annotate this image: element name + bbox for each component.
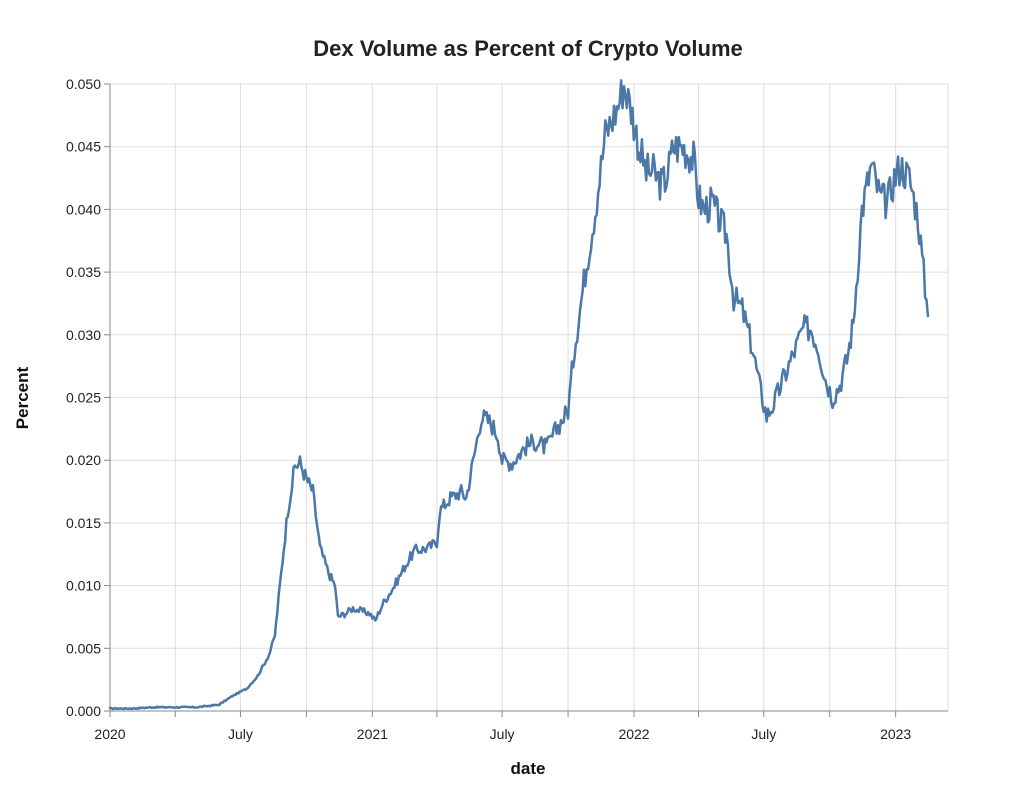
series-line-percent xyxy=(108,79,930,711)
y-axis-title: Percent xyxy=(13,366,32,429)
x-tick-label: July xyxy=(751,726,776,742)
x-tick-label: 2023 xyxy=(880,726,911,742)
x-tick-label: July xyxy=(228,726,253,742)
y-tick-label: 0.010 xyxy=(66,578,101,594)
x-tick-label: 2022 xyxy=(618,726,649,742)
x-tick-label: 2021 xyxy=(357,726,388,742)
gridlines xyxy=(109,83,949,712)
y-tick-label: 0.000 xyxy=(66,703,101,719)
y-tick-label: 0.050 xyxy=(66,76,101,92)
y-tick-label: 0.015 xyxy=(66,515,101,531)
y-tick-label: 0.035 xyxy=(66,264,101,280)
y-tick-label: 0.020 xyxy=(66,452,101,468)
series-layer xyxy=(108,79,930,711)
y-tick-label: 0.005 xyxy=(66,640,101,656)
x-tick-label: July xyxy=(490,726,515,742)
chart-title: Dex Volume as Percent of Crypto Volume xyxy=(313,36,743,61)
y-tick-label: 0.040 xyxy=(66,201,101,217)
y-tick-label: 0.030 xyxy=(66,327,101,343)
x-axis-title: date xyxy=(511,759,546,778)
x-tick-label: 2020 xyxy=(94,726,125,742)
axes: 0.000 0.005 0.010 0.015 0.020 0.025 0.030 0.035… xyxy=(66,76,948,742)
y-tick-label: 0.025 xyxy=(66,390,101,406)
y-tick-label: 0.045 xyxy=(66,139,101,155)
